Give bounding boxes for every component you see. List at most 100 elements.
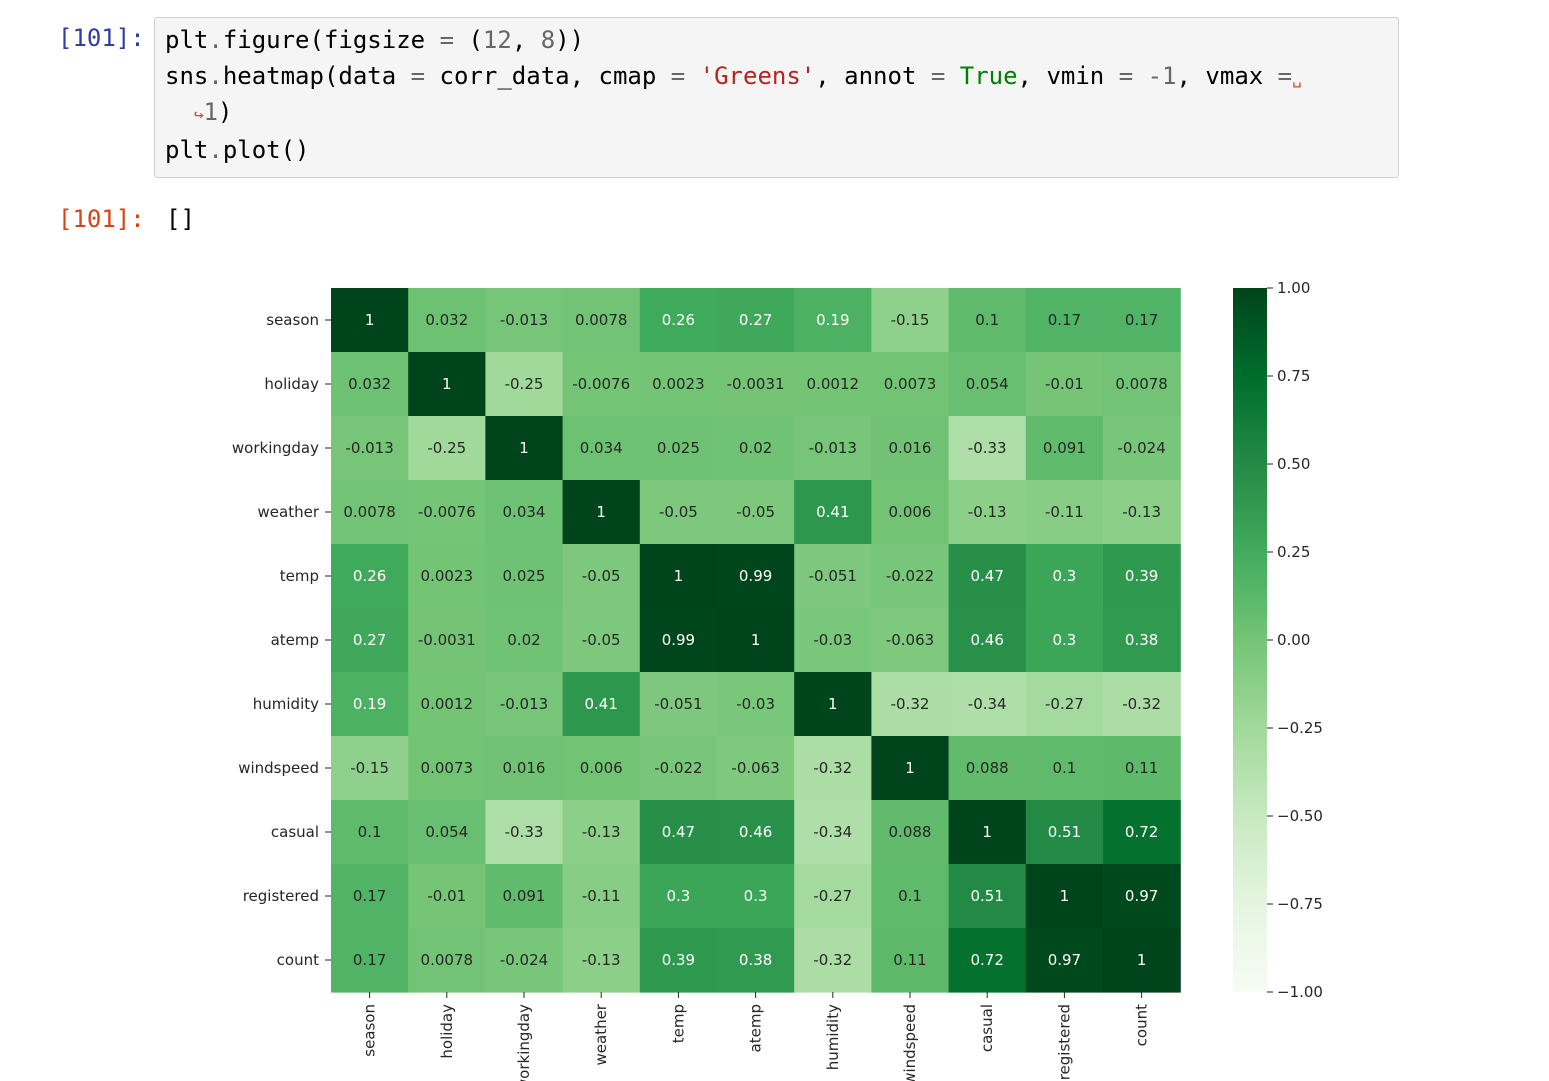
heatmap-cell [485,800,564,865]
cell-annotation: 0.006 [580,759,623,777]
x-tick-label: workingday [515,1004,533,1081]
cell-annotation: 0.3 [744,887,768,905]
cell-annotation: 0.3 [666,887,690,905]
heatmap-cell [639,352,718,417]
heatmap-cell [1103,416,1181,481]
cell-annotation: -0.34 [968,695,1007,713]
heatmap-cell [562,288,641,353]
heatmap-cell [717,416,795,481]
heatmap-cell [717,608,795,673]
cell-annotation: 0.0078 [1115,375,1168,393]
cell-annotation: 0.27 [739,311,772,329]
heatmap-cell [331,800,409,865]
cell-annotation: -0.0076 [572,375,630,393]
heatmap-cell [794,544,872,609]
y-tick-label: season [266,311,319,329]
heatmap-cell [1103,672,1181,737]
heatmap-cell [1103,288,1181,353]
cell-annotation: 0.088 [889,823,932,841]
heatmap-cell [408,480,486,545]
y-tick-label: holiday [264,375,319,393]
colorbar [1233,288,1267,992]
cell-annotation: 0.091 [503,887,546,905]
cell-annotation: -0.013 [500,695,548,713]
cell-annotation: -0.0031 [418,631,476,649]
cell-annotation: 0.97 [1125,887,1158,905]
heatmap-cell [871,800,950,865]
heatmap-cell [1103,736,1181,801]
cell-annotation: 0.016 [889,439,932,457]
heatmap-cell [1025,800,1104,865]
cell-annotation: 0.034 [580,439,623,457]
heatmap-cell [331,736,409,801]
cell-annotation: 0.47 [662,823,695,841]
cell-annotation: -0.05 [582,631,621,649]
heatmap-cell [1103,928,1181,993]
heatmap-cell [948,416,1027,481]
colorbar-tick-label: −0.50 [1277,807,1323,825]
x-tick-label: casual [978,1004,996,1052]
x-tick-label: temp [669,1004,687,1043]
y-tick-label: humidity [253,695,319,713]
heatmap-cell [871,864,950,929]
cell-annotation: 0.0078 [421,951,474,969]
heatmap-cell [639,416,718,481]
heatmap-cell [717,864,795,929]
heatmap-cell [871,480,950,545]
cell-annotation: 0.72 [1125,823,1158,841]
code-line: plt.figure(figsize = (12, 8)) [165,26,585,54]
x-tick-label: count [1133,1004,1151,1046]
heatmap-cell [485,864,564,929]
cell-annotation: -0.13 [582,823,621,841]
cell-annotation: 0.41 [816,503,849,521]
cell-annotation: 0.39 [662,951,695,969]
code-cell[interactable]: plt.figure(figsize = (12, 8)) sns.heatmap… [154,17,1399,178]
heatmap-cell [331,352,409,417]
cell-annotation: 1 [519,439,529,457]
heatmap-cell [1025,544,1104,609]
x-tick-label: weather [592,1003,610,1065]
x-tick-label: windspeed [901,1004,919,1081]
cell-annotation: 0.1 [898,887,922,905]
cell-annotation: 0.025 [657,439,700,457]
cell-annotation: 0.38 [739,951,772,969]
cell-annotation: -0.34 [813,823,852,841]
cell-annotation: 0.39 [1125,567,1158,585]
colorbar-tick-label: 1.00 [1277,279,1310,297]
y-tick-label: weather [258,503,320,521]
cell-annotation: -0.25 [427,439,466,457]
heatmap-cell [948,928,1027,993]
cell-annotation: -0.051 [654,695,702,713]
heatmap-cell [639,672,718,737]
cell-annotation: -0.13 [1122,503,1161,521]
cell-annotation: 0.19 [353,695,386,713]
heatmap-cell [408,416,486,481]
colorbar-tick-label: −1.00 [1277,983,1323,1001]
cell-annotation: -0.15 [891,311,930,329]
heatmap-cell [948,480,1027,545]
heatmap-cell [1103,800,1181,865]
cell-annotation: -0.15 [350,759,389,777]
cell-annotation: 0.99 [662,631,695,649]
colorbar-tick-label: 0.00 [1277,631,1310,649]
correlation-heatmap: 1 0.032 -0.013 0.0078 0.26 0.27 0.19 -0.15 0.1 0.… [232,279,1323,1081]
x-tick-label: atemp [747,1004,765,1052]
colorbar-tick-label: −0.25 [1277,719,1323,737]
cell-annotation: 0.41 [584,695,617,713]
heatmap-cell [794,288,872,353]
heatmap-cell [948,864,1027,929]
cell-annotation: 0.1 [358,823,382,841]
colorbar-tick-label: −0.75 [1277,895,1323,913]
heatmap-cell [1103,544,1181,609]
cell-annotation: -0.013 [500,311,548,329]
cell-annotation: 0.034 [503,503,546,521]
cell-annotation: -0.024 [500,951,548,969]
heatmap-cell [408,800,486,865]
cell-annotation: -0.33 [968,439,1007,457]
heatmap-cell [948,736,1027,801]
cell-annotation: -0.013 [809,439,857,457]
cell-annotation: 0.016 [503,759,546,777]
heatmap-cell [562,736,641,801]
heatmap-cell [562,800,641,865]
heatmap-cell [331,608,409,673]
